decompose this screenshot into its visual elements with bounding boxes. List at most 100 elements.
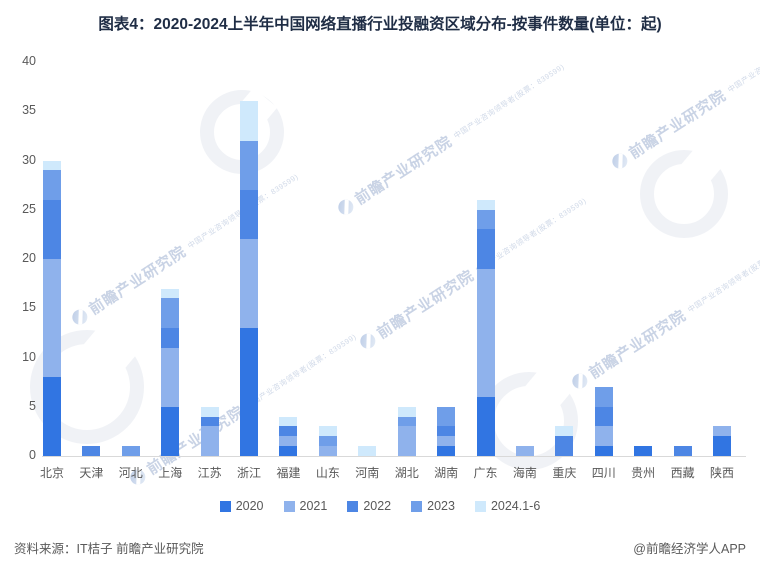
x-axis-label-湖北: 湖北 [394,466,419,480]
legend-item-2022: 2022 [347,499,391,513]
bar-segment-上海-2021 [161,347,180,407]
watermark-text: 前瞻产业研究院中国产业咨询领导者(股票：839599) [334,57,569,220]
x-axis-label-海南: 海南 [512,466,537,480]
bar-segment-浙江-2020 [240,327,259,456]
x-axis-label-天津: 天津 [79,466,104,480]
legend-swatch-2020 [219,500,231,512]
bar-segment-浙江-2023 [240,140,259,191]
watermark-brand-text: 前瞻产业研究院 [626,87,730,163]
x-axis-label-浙江: 浙江 [237,466,262,480]
bar-segment-江苏-2024.1-6 [200,406,219,417]
x-axis-label-河南: 河南 [355,466,380,480]
watermark-sub-text: 中国产业咨询领导者(股票：839599) [452,62,566,141]
bar-segment-上海-2020 [161,406,180,456]
bar-segment-海南-2021 [515,446,534,456]
watermark-logo-icon [335,196,357,218]
bar-segment-浙江-2022 [240,190,259,240]
y-axis-tick-label: 30 [22,152,36,167]
y-axis-tick-label: 35 [22,103,36,118]
bar-segment-广东-2024.1-6 [476,199,495,210]
bar-segment-北京-2024.1-6 [43,160,61,171]
bar-segment-北京-2022 [43,199,61,259]
x-axis-label-福建: 福建 [276,466,301,480]
bar-segment-北京-2023 [43,170,61,200]
x-axis-label-广东: 广东 [473,466,498,480]
bar-segment-广东-2020 [476,396,495,456]
bar-segment-湖北-2024.1-6 [397,406,416,417]
x-axis-line [42,456,746,457]
footer-credit: @前瞻经济学人APP [633,542,746,556]
bar-segment-重庆-2022 [555,436,574,456]
bar-segment-湖北-2021 [397,426,416,456]
watermark-logo-blob [640,150,728,238]
bar-segment-贵州-2020 [634,446,653,456]
y-axis-tick-label: 15 [22,300,36,315]
legend-label-2023: 2023 [427,499,455,513]
y-axis-tick-label: 10 [22,349,36,364]
bar-segment-陕西-2020 [713,436,731,456]
bar-segment-四川-2020 [594,446,613,456]
bar-segment-上海-2022 [161,327,180,348]
watermark-brand-text: 前瞻产业研究院 [374,267,478,343]
legend-item-2023: 2023 [411,499,455,513]
legend-swatch-2022 [347,500,359,512]
watermark-logo-icon [357,330,379,352]
bar-segment-山东-2024.1-6 [318,426,337,437]
x-axis-label-北京: 北京 [39,466,64,480]
watermark-logo-icon [569,370,591,392]
bar-segment-湖南-2021 [437,436,456,447]
bar-segment-浙江-2024.1-6 [240,101,259,141]
x-axis-label-贵州: 贵州 [631,466,656,480]
bar-segment-四川-2023 [594,387,613,407]
watermark-logo-icon [69,306,91,328]
legend-label-2024.1-6: 2024.1-6 [490,499,541,513]
legend: 2020 2021 2022 2023 2024.1-6 [0,499,760,513]
bar-segment-上海-2024.1-6 [161,288,180,299]
x-axis-label-陕西: 陕西 [709,466,734,480]
bar-segment-江苏-2022 [200,416,219,427]
watermark-brand-text: 前瞻产业研究院 [352,133,456,209]
bar-segment-浙江-2021 [240,239,259,328]
footer-source: 资料来源：IT桔子 前瞻产业研究院 [14,542,204,556]
bar-segment-重庆-2024.1-6 [555,426,574,437]
watermark-logo-icon [609,150,631,172]
bar-segment-湖北-2023 [397,416,416,427]
bar-segment-福建-2021 [279,436,298,447]
bar-segment-湖南-2023 [437,406,456,427]
bar-segment-上海-2023 [161,298,180,328]
bar-segment-广东-2021 [476,268,495,397]
chart-title: 图表4：2020-2024上半年中国网络直播行业投融资区域分布-按事件数量(单位… [98,16,662,33]
bar-segment-河南-2024.1-6 [358,446,377,456]
x-axis-label-江苏: 江苏 [197,466,222,480]
legend-label-2021: 2021 [299,499,328,513]
x-axis-label-上海: 上海 [158,466,183,480]
y-axis-tick-label: 0 [29,448,36,462]
y-axis-tick-label: 5 [29,398,36,413]
watermark-sub-text: 中国产业咨询领导者(股票：839599) [686,236,760,315]
bar-segment-四川-2022 [594,406,613,427]
legend-item-2024.1-6: 2024.1-6 [474,499,541,513]
x-axis-label-湖南: 湖南 [434,466,459,480]
bar-segment-西藏-2022 [673,446,692,456]
bar-segment-江苏-2021 [200,426,219,456]
watermark-text: 前瞻产业研究院中国产业咨询领导者(股票：839599) [608,11,760,174]
bar-segment-河北-2023 [121,446,140,456]
bar-segment-福建-2020 [279,446,298,456]
watermark-text: 前瞻产业研究院中国产业咨询领导者(股票：839599) [568,231,760,394]
legend-item-2020: 2020 [219,499,264,513]
bar-segment-湖南-2022 [437,426,456,437]
bar-segment-广东-2023 [476,209,495,230]
bar-segment-四川-2021 [594,426,613,447]
bar-segment-山东-2023 [318,436,337,447]
x-axis-label-河北: 河北 [118,466,143,480]
y-axis-tick-label: 40 [22,54,36,68]
x-axis-label-山东: 山东 [315,466,340,480]
bar-segment-福建-2022 [279,426,298,437]
bar-segment-广东-2022 [476,229,495,269]
legend-label-2022: 2022 [363,499,392,513]
bar-segment-北京-2020 [43,377,61,456]
y-axis-tick-label: 25 [22,201,36,216]
y-axis-tick-label: 20 [22,251,36,265]
